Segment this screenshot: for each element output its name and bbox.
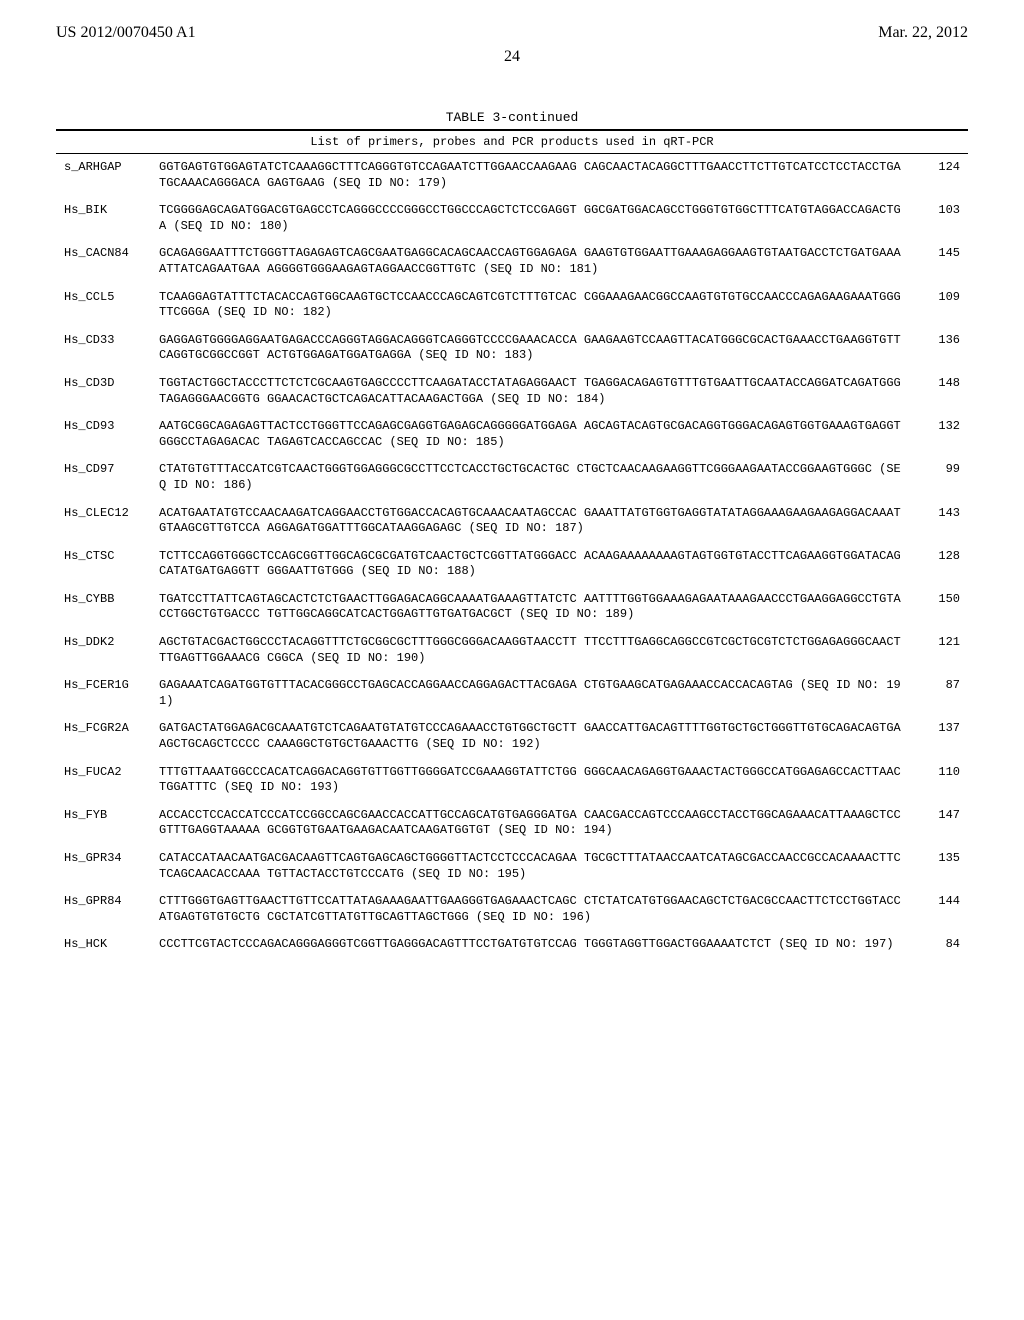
table-row: Hs_CTSCTCTTCCAGGTGGGCTCCAGCGGTTGGCAGCGCG…	[56, 543, 968, 586]
table-row: Hs_CACN84GCAGAGGAATTTCTGGGTTAGAGAGTCAGCG…	[56, 240, 968, 283]
primer-name: Hs_CACN84	[56, 240, 151, 283]
primer-name: Hs_FCER1G	[56, 672, 151, 715]
primer-name: Hs_BIK	[56, 197, 151, 240]
primer-sequence: CATACCATAACAATGACGACAAGTTCAGTGAGCAGCTGGG…	[151, 845, 913, 888]
primer-name: Hs_GPR84	[56, 888, 151, 931]
publication-date: Mar. 22, 2012	[878, 24, 968, 42]
primer-length: 103	[913, 197, 968, 240]
primer-length: 132	[913, 413, 968, 456]
primer-sequence: TCAAGGAGTATTTCTACACCAGTGGCAAGTGCTCCAACCC…	[151, 284, 913, 327]
primer-sequence: CTATGTGTTTACCATCGTCAACTGGGTGGAGGGCGCCTTC…	[151, 456, 913, 499]
primer-length: 109	[913, 284, 968, 327]
primer-sequence: TCTTCCAGGTGGGCTCCAGCGGTTGGCAGCGCGATGTCAA…	[151, 543, 913, 586]
table-row: s_ARHGAPGGTGAGTGTGGAGTATCTCAAAGGCTTTCAGG…	[56, 154, 968, 198]
primer-sequence: TGGTACTGGCTACCCTTCTCTCGCAAGTGAGCCCCTTCAA…	[151, 370, 913, 413]
primer-name: Hs_CYBB	[56, 586, 151, 629]
primer-sequence: TCGGGGAGCAGATGGACGTGAGCCTCAGGGCCCCGGGCCT…	[151, 197, 913, 240]
primer-name: Hs_CD33	[56, 327, 151, 370]
primer-name: Hs_FYB	[56, 802, 151, 845]
primer-length: 150	[913, 586, 968, 629]
primer-length: 128	[913, 543, 968, 586]
primer-length: 110	[913, 759, 968, 802]
table-row: Hs_CD3DTGGTACTGGCTACCCTTCTCTCGCAAGTGAGCC…	[56, 370, 968, 413]
running-header: US 2012/0070450 A1 Mar. 22, 2012	[56, 24, 968, 42]
table-row: Hs_FCER1GGAGAAATCAGATGGTGTTTACACGGGCCTGA…	[56, 672, 968, 715]
table-row: Hs_HCKCCCTTCGTACTCCCAGACAGGGAGGGTCGGTTGA…	[56, 931, 968, 959]
primer-sequence: GCAGAGGAATTTCTGGGTTAGAGAGTCAGCGAATGAGGCA…	[151, 240, 913, 283]
primer-length: 84	[913, 931, 968, 959]
primer-length: 147	[913, 802, 968, 845]
primer-name: Hs_DDK2	[56, 629, 151, 672]
table-row: Hs_CD33GAGGAGTGGGGAGGAATGAGACCCAGGGTAGGA…	[56, 327, 968, 370]
primer-length: 87	[913, 672, 968, 715]
table-header-text: List of primers, probes and PCR products…	[56, 130, 968, 154]
primer-name: s_ARHGAP	[56, 154, 151, 198]
table-row: Hs_CD97CTATGTGTTTACCATCGTCAACTGGGTGGAGGG…	[56, 456, 968, 499]
table-row: Hs_FYBACCACCTCCACCATCCCATCCGGCCAGCGAACCA…	[56, 802, 968, 845]
table-row: Hs_CD93AATGCGGCAGAGAGTTACTCCTGGGTTCCAGAG…	[56, 413, 968, 456]
patent-number: US 2012/0070450 A1	[56, 24, 196, 42]
primer-length: 135	[913, 845, 968, 888]
primer-length: 124	[913, 154, 968, 198]
primer-table: List of primers, probes and PCR products…	[56, 129, 968, 959]
primer-sequence: TGATCCTTATTCAGTAGCACTCTCTGAACTTGGAGACAGG…	[151, 586, 913, 629]
primer-length: 148	[913, 370, 968, 413]
table-row: Hs_DDK2AGCTGTACGACTGGCCCTACAGGTTTCTGCGGC…	[56, 629, 968, 672]
primer-sequence: CCCTTCGTACTCCCAGACAGGGAGGGTCGGTTGAGGGACA…	[151, 931, 913, 959]
primer-sequence: TTTGTTAAATGGCCCACATCAGGACAGGTGTTGGTTGGGG…	[151, 759, 913, 802]
primer-name: Hs_CLEC12	[56, 500, 151, 543]
table-row: Hs_FCGR2AGATGACTATGGAGACGCAAATGTCTCAGAAT…	[56, 715, 968, 758]
primer-name: Hs_CD3D	[56, 370, 151, 413]
primer-name: Hs_GPR34	[56, 845, 151, 888]
primer-sequence: GAGGAGTGGGGAGGAATGAGACCCAGGGTAGGACAGGGTC…	[151, 327, 913, 370]
table-row: Hs_GPR84CTTTGGGTGAGTTGAACTTGTTCCATTATAGA…	[56, 888, 968, 931]
primer-length: 99	[913, 456, 968, 499]
table-row: Hs_BIKTCGGGGAGCAGATGGACGTGAGCCTCAGGGCCCC…	[56, 197, 968, 240]
primer-name: Hs_FCGR2A	[56, 715, 151, 758]
table-row: Hs_GPR34CATACCATAACAATGACGACAAGTTCAGTGAG…	[56, 845, 968, 888]
primer-sequence: AATGCGGCAGAGAGTTACTCCTGGGTTCCAGAGCGAGGTG…	[151, 413, 913, 456]
primer-name: Hs_CD97	[56, 456, 151, 499]
primer-sequence: GGTGAGTGTGGAGTATCTCAAAGGCTTTCAGGGTGTCCAG…	[151, 154, 913, 198]
table-row: Hs_CCL5TCAAGGAGTATTTCTACACCAGTGGCAAGTGCT…	[56, 284, 968, 327]
primer-length: 121	[913, 629, 968, 672]
primer-sequence: ACATGAATATGTCCAACAAGATCAGGAACCTGTGGACCAC…	[151, 500, 913, 543]
primer-sequence: CTTTGGGTGAGTTGAACTTGTTCCATTATAGAAAGAATTG…	[151, 888, 913, 931]
primer-length: 137	[913, 715, 968, 758]
primer-sequence: AGCTGTACGACTGGCCCTACAGGTTTCTGCGGCGCTTTGG…	[151, 629, 913, 672]
primer-length: 136	[913, 327, 968, 370]
primer-name: Hs_FUCA2	[56, 759, 151, 802]
page-number: 24	[56, 48, 968, 66]
primer-name: Hs_HCK	[56, 931, 151, 959]
primer-length: 144	[913, 888, 968, 931]
table-row: Hs_FUCA2TTTGTTAAATGGCCCACATCAGGACAGGTGTT…	[56, 759, 968, 802]
table-row: Hs_CYBBTGATCCTTATTCAGTAGCACTCTCTGAACTTGG…	[56, 586, 968, 629]
primer-sequence: GAGAAATCAGATGGTGTTTACACGGGCCTGAGCACCAGGA…	[151, 672, 913, 715]
table-row: Hs_CLEC12ACATGAATATGTCCAACAAGATCAGGAACCT…	[56, 500, 968, 543]
primer-name: Hs_CTSC	[56, 543, 151, 586]
page-container: US 2012/0070450 A1 Mar. 22, 2012 24 TABL…	[0, 0, 1024, 1015]
primer-sequence: ACCACCTCCACCATCCCATCCGGCCAGCGAACCACCATTG…	[151, 802, 913, 845]
primer-name: Hs_CCL5	[56, 284, 151, 327]
primer-name: Hs_CD93	[56, 413, 151, 456]
primer-sequence: GATGACTATGGAGACGCAAATGTCTCAGAATGTATGTCCC…	[151, 715, 913, 758]
primer-length: 145	[913, 240, 968, 283]
table-caption: TABLE 3-continued	[56, 110, 968, 125]
primer-length: 143	[913, 500, 968, 543]
table-header-row: List of primers, probes and PCR products…	[56, 130, 968, 154]
